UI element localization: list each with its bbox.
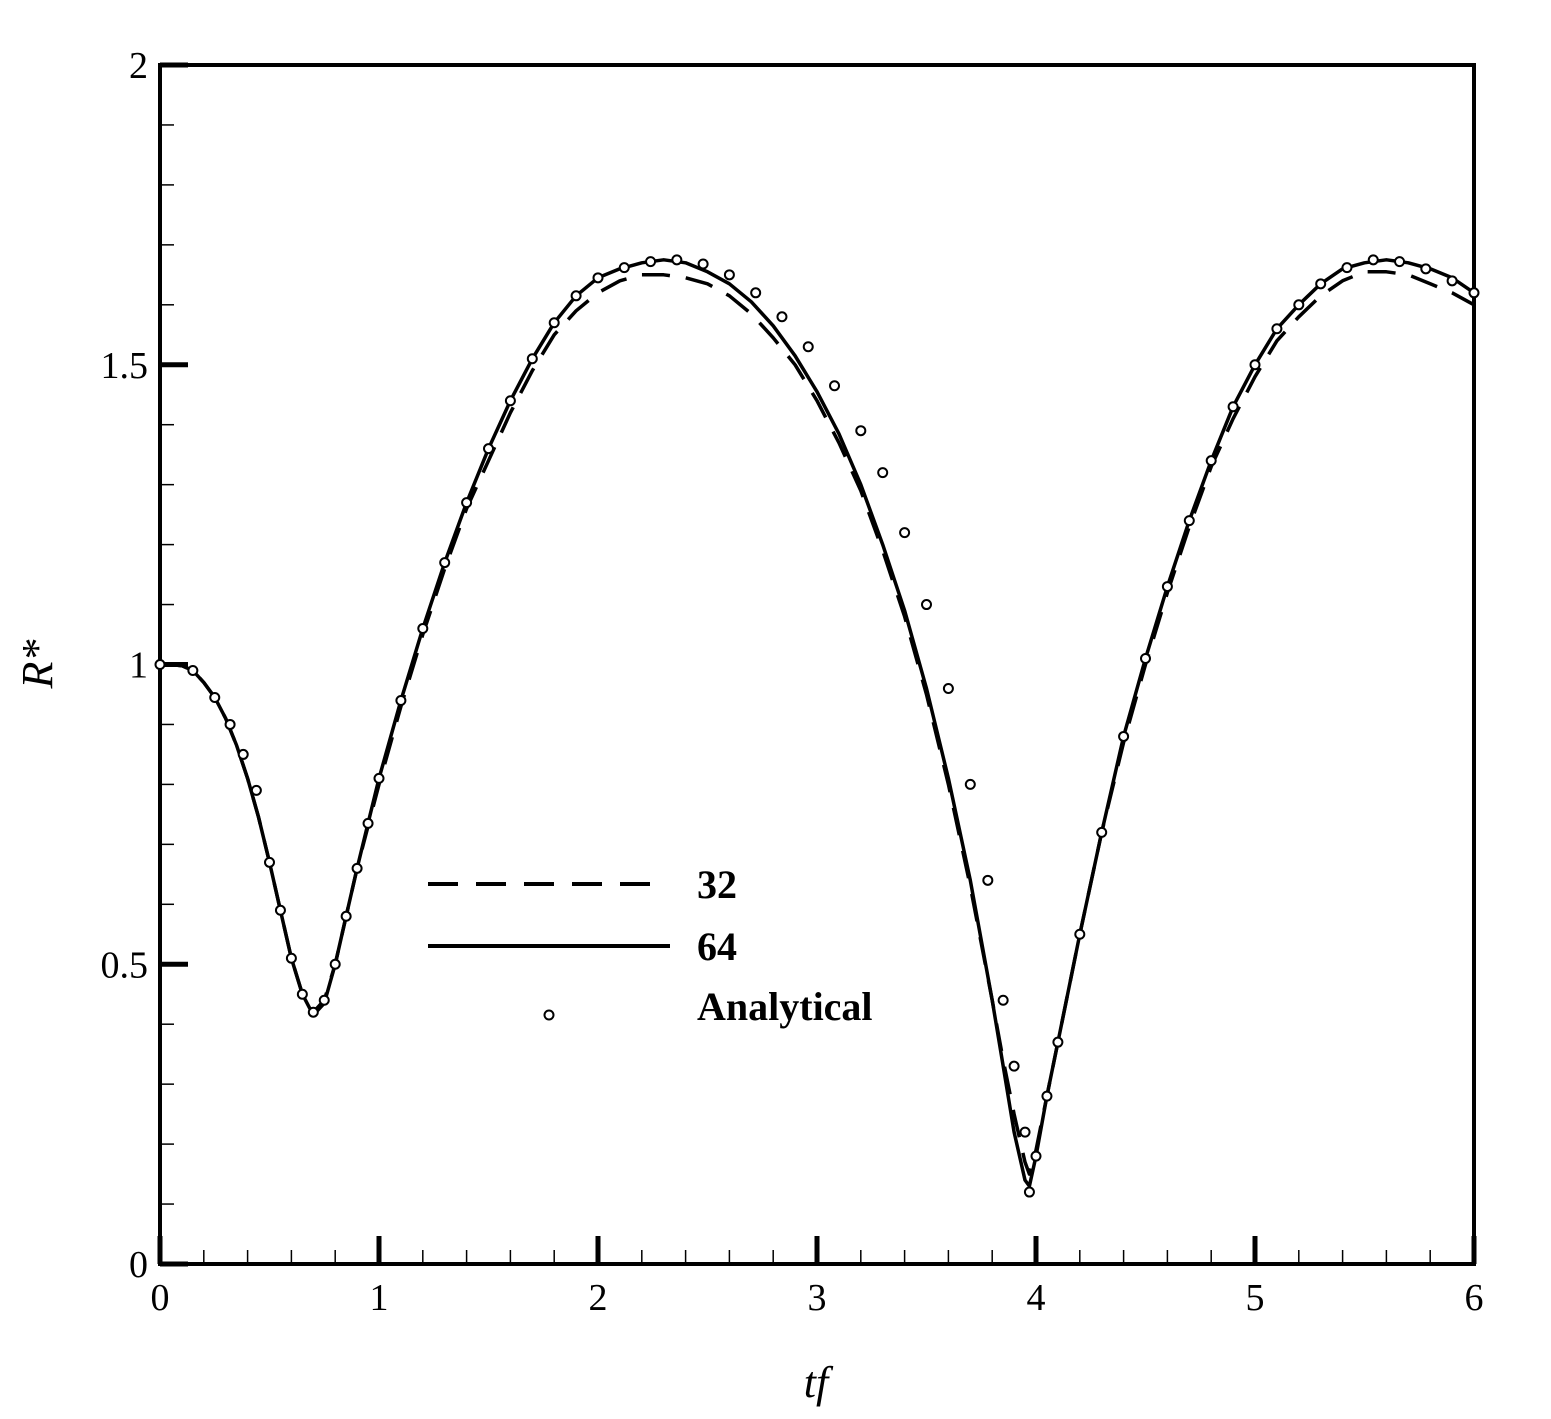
analytical-point	[829, 380, 841, 392]
plot-frame	[158, 63, 1476, 1266]
analytical-point	[504, 395, 516, 407]
legend: 32 64 Analytical	[428, 862, 873, 1029]
analytical-point	[997, 994, 1009, 1006]
analytical-point	[1446, 275, 1458, 287]
analytical-point	[1161, 581, 1173, 593]
analytical-point	[483, 443, 494, 455]
analytical-point	[362, 817, 374, 829]
analytical-point	[526, 353, 538, 365]
analytical-point	[439, 557, 451, 569]
analytical-point	[237, 748, 249, 760]
analytical-point	[1367, 254, 1379, 266]
analytical-point	[250, 784, 262, 796]
x-tick-label: 3	[808, 1277, 827, 1319]
y-tick-label: 1	[129, 645, 148, 687]
series-line-32	[160, 270, 1475, 1176]
analytical-point	[209, 691, 221, 703]
ticks	[157, 62, 1477, 1267]
x-tick-label: 1	[370, 1277, 389, 1319]
x-tick-label: 2	[589, 1277, 608, 1319]
analytical-point	[1118, 730, 1130, 742]
y-tick-label: 0	[129, 1244, 148, 1286]
x-tick-label: 4	[1027, 1277, 1046, 1319]
analytical-point	[1030, 1150, 1042, 1162]
analytical-point	[592, 272, 604, 284]
legend-label-32: 32	[697, 862, 737, 907]
analytical-point	[723, 269, 735, 281]
analytical-point	[395, 694, 407, 706]
legend-label-analytical: Analytical	[697, 984, 873, 1029]
analytical-point	[417, 623, 429, 635]
analytical-point	[1052, 1036, 1064, 1048]
analytical-point	[224, 718, 236, 730]
series-line-64	[160, 258, 1475, 1188]
analytical-point	[921, 599, 932, 611]
analytical-point	[1140, 653, 1151, 665]
analytical-point	[1394, 256, 1406, 268]
analytical-point	[964, 778, 976, 790]
analytical-point	[154, 659, 166, 670]
analytical-point	[671, 254, 683, 266]
analytical-point	[697, 258, 709, 270]
analytical-point	[877, 467, 889, 479]
analytical-point	[570, 290, 582, 302]
analytical-point	[307, 1006, 319, 1018]
analytical-point	[1205, 455, 1217, 467]
analytical-point	[274, 904, 286, 916]
analytical-point	[750, 287, 762, 299]
analytical-point	[318, 994, 330, 1006]
analytical-point	[264, 856, 275, 868]
analytical-point	[461, 497, 473, 509]
analytical-point	[802, 341, 814, 353]
analytical-point	[1249, 359, 1261, 371]
plot-border	[158, 63, 1476, 1266]
analytical-point	[340, 910, 352, 922]
x-tick-label: 0	[151, 1277, 170, 1319]
series-group	[160, 258, 1475, 1188]
y-tick-label: 1.5	[101, 345, 149, 387]
analytical-point	[776, 311, 788, 323]
y-tick-label: 0.5	[101, 944, 149, 986]
analytical-markers	[154, 254, 1480, 1198]
analytical-point	[855, 425, 867, 437]
analytical-point	[1008, 1060, 1020, 1072]
analytical-point	[1420, 263, 1432, 275]
legend-swatch-analytical	[543, 1009, 555, 1021]
analytical-point	[1227, 401, 1239, 413]
analytical-point	[618, 262, 630, 274]
legend-label-64: 64	[697, 924, 737, 969]
analytical-point	[1019, 1126, 1031, 1138]
analytical-point	[1183, 515, 1195, 527]
analytical-point	[1096, 826, 1108, 838]
analytical-point	[1315, 278, 1327, 290]
analytical-point	[329, 958, 341, 970]
y-tick-label: 2	[129, 45, 148, 87]
analytical-point	[1271, 323, 1283, 335]
analytical-point	[899, 527, 911, 539]
analytical-point	[548, 317, 560, 329]
analytical-point	[645, 256, 657, 268]
x-tick-label: 5	[1246, 1277, 1265, 1319]
analytical-point	[351, 862, 363, 874]
analytical-point	[942, 682, 954, 694]
tick-labels: 0 1 2 3 4 5 6 0 0.5 1 1.5 2	[101, 45, 1484, 1319]
analytical-point	[1023, 1186, 1035, 1198]
analytical-point	[982, 874, 994, 886]
analytical-point	[285, 952, 297, 964]
analytical-point	[187, 664, 199, 676]
analytical-point	[1074, 928, 1086, 940]
x-axis-title: tf	[804, 1358, 834, 1407]
analytical-point	[1041, 1090, 1053, 1102]
analytical-point	[1341, 262, 1353, 274]
x-tick-label: 6	[1465, 1277, 1484, 1319]
analytical-point	[296, 988, 308, 1000]
analytical-point	[1293, 299, 1305, 311]
analytical-point	[1468, 287, 1480, 299]
analytical-point	[373, 772, 385, 784]
y-axis-title: R*	[13, 640, 62, 690]
